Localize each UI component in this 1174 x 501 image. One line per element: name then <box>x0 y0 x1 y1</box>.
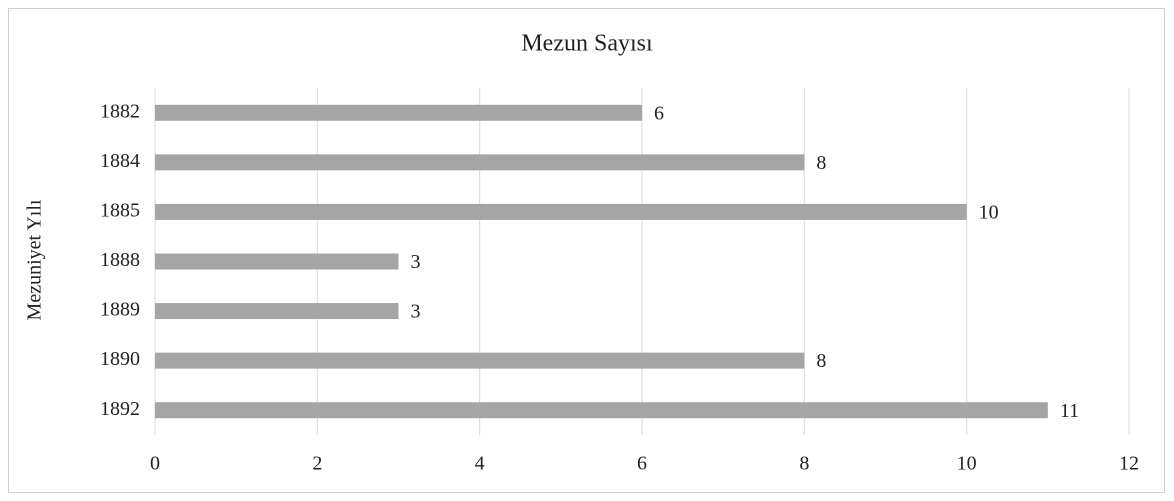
x-tick-label: 0 <box>150 453 160 475</box>
bar <box>155 402 1048 419</box>
y-tick-label: 1889 <box>100 299 140 321</box>
data-label: 3 <box>411 301 421 323</box>
bar <box>155 104 642 121</box>
y-tick-label: 1890 <box>100 348 140 370</box>
bar <box>155 203 967 220</box>
y-axis-label: Mezuniyet Yılı <box>24 199 46 320</box>
y-tick-label: 1888 <box>100 249 140 271</box>
data-label: 11 <box>1060 400 1079 422</box>
x-tick-label: 10 <box>957 453 977 475</box>
x-tick-label: 12 <box>1119 453 1139 475</box>
bar <box>155 303 399 320</box>
bar <box>155 352 805 369</box>
y-tick-label: 1892 <box>100 398 140 420</box>
x-tick-label: 2 <box>312 453 322 475</box>
y-tick-label: 1885 <box>100 200 140 222</box>
chart-border <box>8 8 1165 493</box>
chart-title: Mezun Sayısı <box>521 31 653 57</box>
x-tick-label: 4 <box>475 453 485 475</box>
x-tick-label: 8 <box>799 453 809 475</box>
bar <box>155 253 399 270</box>
data-label: 3 <box>411 251 421 273</box>
data-label: 10 <box>979 202 999 224</box>
x-tick-label: 6 <box>637 453 647 475</box>
data-label: 8 <box>816 350 826 372</box>
data-label: 8 <box>816 152 826 174</box>
data-label: 6 <box>654 102 664 124</box>
bar <box>155 154 805 171</box>
y-tick-label: 1884 <box>100 150 140 172</box>
y-tick-label: 1882 <box>100 100 140 122</box>
